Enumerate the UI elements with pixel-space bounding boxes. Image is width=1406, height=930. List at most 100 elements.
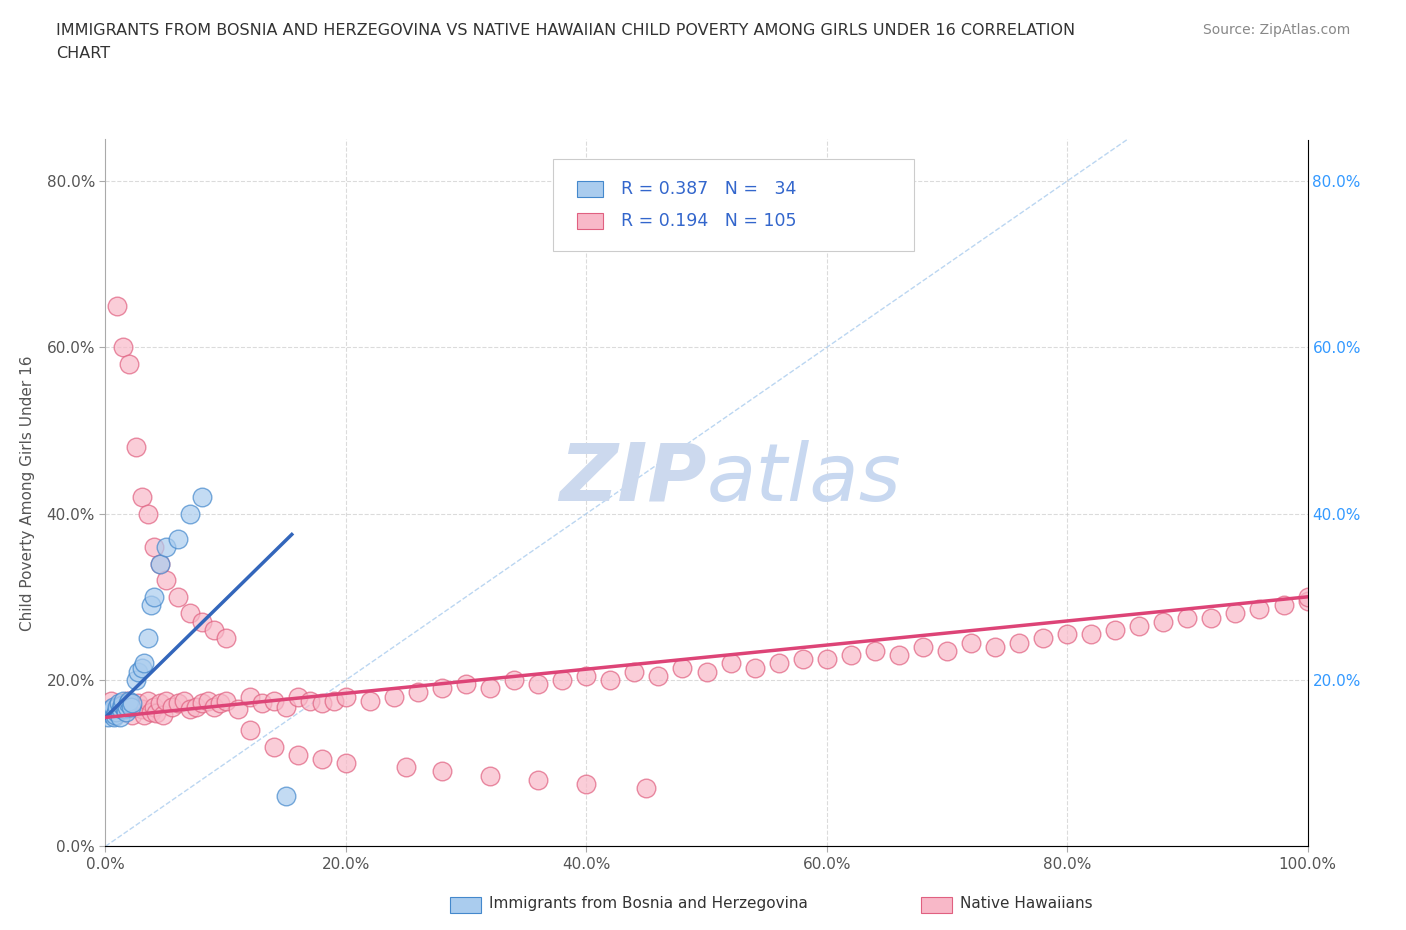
Point: [792, 652, 814, 667]
Point: [1152, 615, 1174, 630]
Point: [142, 539, 165, 554]
Point: [118, 356, 141, 371]
Point: [1272, 598, 1295, 613]
Point: [104, 708, 127, 723]
Point: [107, 701, 129, 716]
Point: [136, 694, 159, 709]
Point: [382, 689, 405, 704]
Point: [136, 631, 159, 645]
Point: [454, 677, 477, 692]
Point: [145, 706, 167, 721]
Point: [114, 701, 136, 716]
Point: [1175, 610, 1198, 625]
Point: [250, 696, 273, 711]
Point: [101, 699, 124, 714]
Point: [647, 669, 669, 684]
Point: [155, 539, 177, 554]
Point: [179, 506, 201, 521]
Point: [274, 699, 297, 714]
Point: [1008, 635, 1031, 650]
Point: [720, 656, 742, 671]
Point: [1080, 627, 1102, 642]
Point: [287, 689, 309, 704]
Point: [108, 710, 131, 724]
Point: [132, 656, 155, 671]
Point: [142, 590, 165, 604]
Point: [274, 789, 297, 804]
Bar: [576, 213, 603, 229]
Point: [298, 694, 321, 709]
Point: [623, 664, 645, 679]
Point: [115, 694, 138, 709]
Point: [887, 647, 910, 662]
Point: [112, 340, 135, 355]
Point: [575, 669, 598, 684]
Point: [1296, 593, 1319, 608]
Y-axis label: Child Poverty Among Girls Under 16: Child Poverty Among Girls Under 16: [21, 355, 35, 631]
Point: [127, 664, 149, 679]
Point: [503, 672, 526, 687]
Point: [98, 704, 121, 719]
Point: [551, 672, 574, 687]
Point: [131, 660, 153, 675]
Point: [155, 573, 177, 588]
Point: [118, 701, 141, 716]
Point: [132, 708, 155, 723]
Point: [139, 704, 162, 719]
Point: [115, 699, 138, 714]
Point: [142, 699, 165, 714]
Point: [110, 701, 132, 716]
Point: [226, 701, 249, 716]
Point: [1296, 590, 1319, 604]
Point: [335, 689, 357, 704]
Point: [1128, 618, 1150, 633]
Point: [97, 710, 120, 724]
Point: [311, 751, 333, 766]
Point: [152, 708, 174, 723]
Point: [100, 694, 122, 709]
Point: [190, 615, 212, 630]
Point: [1249, 602, 1271, 617]
Point: [287, 748, 309, 763]
Point: [139, 598, 162, 613]
Point: [124, 440, 146, 455]
Point: [1201, 610, 1223, 625]
Point: [190, 696, 212, 711]
Point: [124, 699, 146, 714]
Point: [984, 639, 1007, 654]
Point: [127, 696, 149, 711]
Point: [960, 635, 983, 650]
Point: [117, 696, 139, 711]
Point: [202, 623, 225, 638]
Point: [527, 677, 550, 692]
Point: [148, 556, 170, 571]
Point: [179, 606, 201, 621]
Point: [479, 681, 502, 696]
Point: [155, 694, 177, 709]
Point: [911, 639, 934, 654]
Point: [263, 694, 285, 709]
Point: [148, 696, 170, 711]
Point: [160, 699, 183, 714]
Point: [103, 710, 125, 724]
Point: [575, 777, 598, 791]
Point: [527, 772, 550, 787]
Point: [335, 756, 357, 771]
Point: [395, 760, 418, 775]
Point: [636, 780, 658, 795]
Point: [115, 704, 138, 719]
FancyBboxPatch shape: [553, 159, 914, 251]
Point: [136, 506, 159, 521]
Point: [121, 708, 143, 723]
Bar: [576, 181, 603, 197]
Text: Native Hawaiians: Native Hawaiians: [960, 897, 1092, 911]
Point: [839, 647, 862, 662]
Point: [208, 696, 231, 711]
Point: [131, 489, 153, 504]
Point: [104, 699, 127, 714]
Text: Source: ZipAtlas.com: Source: ZipAtlas.com: [1202, 23, 1350, 37]
Point: [479, 768, 502, 783]
Point: [863, 644, 886, 658]
Text: CHART: CHART: [56, 46, 110, 61]
Point: [107, 696, 129, 711]
